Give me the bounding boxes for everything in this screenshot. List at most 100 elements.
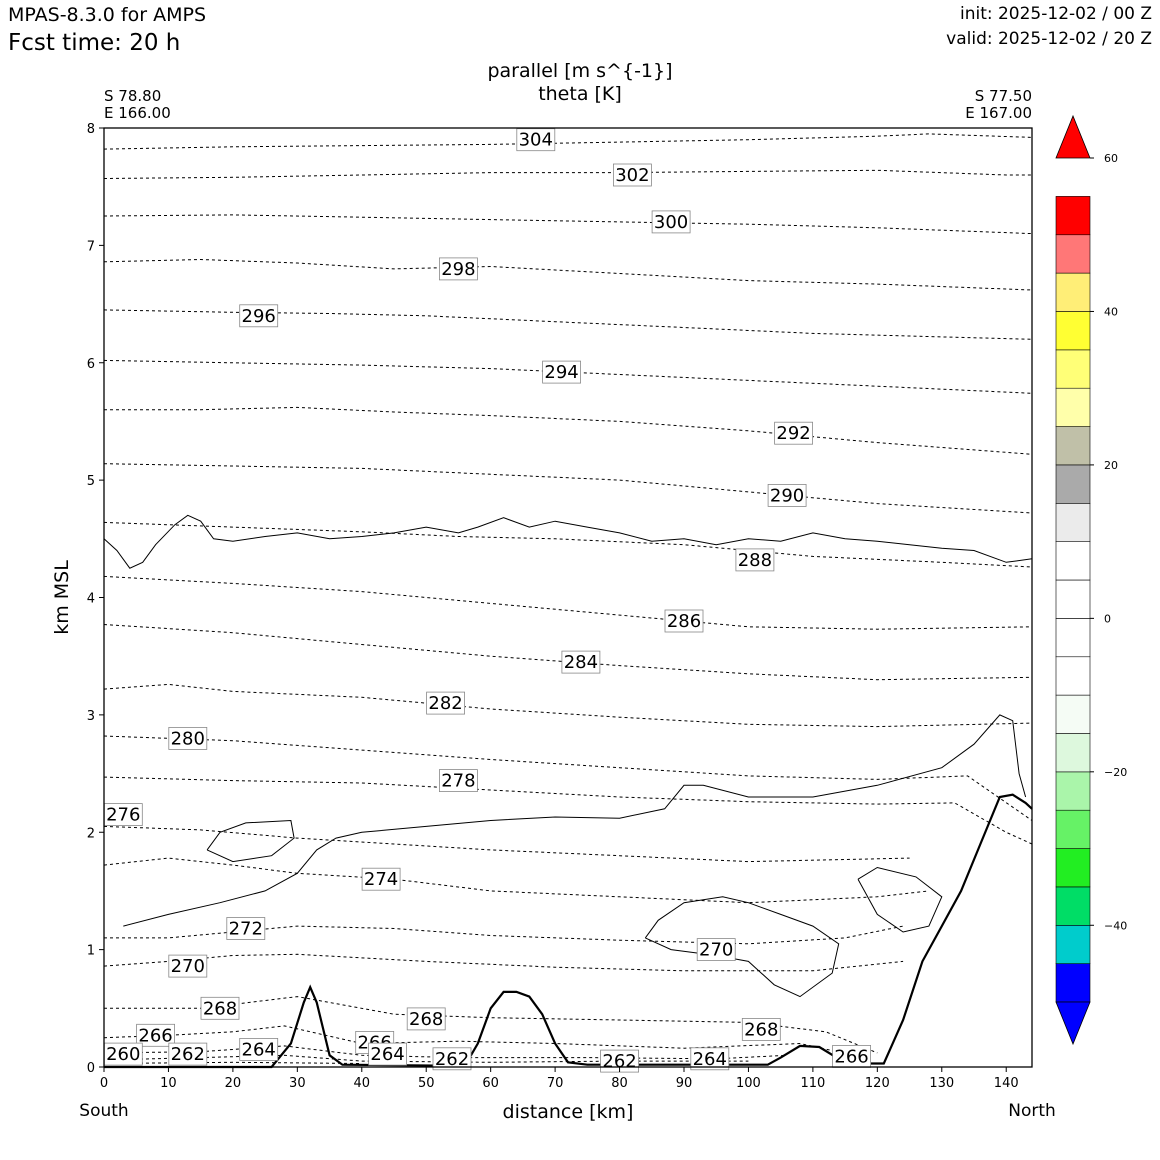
contour-label: 262 — [168, 1042, 208, 1066]
contour-label-text: 268 — [409, 1009, 443, 1030]
contour-label: 288 — [735, 548, 775, 572]
forecast-time: Fcst time: 20 h — [8, 30, 181, 56]
contour-label: 294 — [542, 360, 581, 384]
contour-label: 270 — [168, 954, 208, 978]
theta-contour-296 — [103, 309, 1033, 340]
y-axis-title: km MSL — [51, 560, 73, 635]
x-tick-label: 100 — [736, 1076, 761, 1091]
x-axis-title: distance [km] — [503, 1101, 634, 1123]
x-tick-label: 130 — [929, 1076, 954, 1091]
contour-label-text: 296 — [242, 306, 276, 327]
contour-label: 268 — [200, 996, 240, 1020]
theta-contour-298 — [103, 258, 1033, 291]
contour-label-text: 294 — [544, 362, 578, 383]
valid-time: valid: 2025-12-02 / 20 Z — [946, 29, 1152, 49]
colorbar-over-arrow — [1055, 114, 1091, 159]
colorbar-segment — [1055, 387, 1091, 427]
colorbar-segment — [1055, 656, 1091, 696]
wind-zero-contour-upper — [103, 514, 1033, 569]
right-longitude: E 167.00 — [965, 104, 1032, 122]
contour-label-text: 260 — [106, 1044, 140, 1065]
right-latitude: S 77.50 — [974, 87, 1032, 105]
x-tick-label: 20 — [225, 1076, 242, 1091]
x-tick-label: 140 — [994, 1076, 1019, 1091]
contour-label-text: 264 — [370, 1044, 404, 1065]
contour-label-box — [613, 163, 652, 187]
contour-label-text: 286 — [667, 611, 701, 632]
contour-label-text: 288 — [738, 550, 772, 571]
contour-label-box — [368, 1042, 408, 1066]
colorbar-tick-label: 20 — [1104, 459, 1118, 472]
colorbar-segment — [1055, 311, 1091, 351]
contour-label: 300 — [651, 210, 691, 234]
y-tick-label: 6 — [87, 357, 95, 372]
contour-label-text: 276 — [106, 805, 140, 826]
theta-contour-292 — [104, 406, 1033, 455]
plot-title-wind: parallel [m s^{-1}] — [487, 60, 673, 82]
contour-label-text: 266 — [138, 1025, 172, 1046]
contour-label-box — [438, 769, 478, 792]
contour-label-text: 270 — [171, 956, 205, 977]
colorbar-segment — [1055, 541, 1091, 581]
theta-contour-272 — [104, 925, 904, 945]
contour-label: 292 — [774, 421, 813, 445]
model-title: MPAS-8.3.0 for AMPS — [8, 4, 207, 26]
theta-contour-266 — [103, 1025, 865, 1059]
contour-label: 260 — [103, 1042, 143, 1066]
colorbar-segment — [1055, 234, 1091, 274]
contour-label: 270 — [696, 938, 736, 961]
theta-contour-260 — [103, 1061, 362, 1064]
theta-contour-304 — [103, 133, 1033, 150]
contour-label-box — [168, 954, 208, 978]
colorbar-segment — [1055, 886, 1091, 926]
contour-label-text: 264 — [242, 1039, 276, 1060]
theta-contour-274 — [103, 857, 929, 904]
x-tick-label: 0 — [100, 1076, 108, 1091]
colorbar-segment — [1055, 618, 1091, 658]
x-tick-label: 40 — [354, 1076, 371, 1091]
contour-label-text: 280 — [171, 728, 205, 749]
contour-label-box — [664, 609, 704, 633]
theta-contour-270 — [103, 953, 904, 972]
contour-label-text: 278 — [441, 771, 475, 792]
colorbar-segment — [1055, 809, 1091, 849]
y-tick-label: 7 — [87, 239, 95, 254]
y-tick-label: 4 — [87, 592, 95, 607]
x-tick-label: 10 — [160, 1076, 177, 1091]
terrain — [104, 793, 1033, 1069]
contour-label: 290 — [767, 483, 807, 507]
contour-label-box — [426, 691, 466, 715]
contour-labels: 304 302 300 298 296 294 292 290 288 286 284 282 280 2… — [103, 128, 871, 1073]
colorbar-tick-label: 60 — [1104, 152, 1118, 165]
theta-contour-268 — [104, 996, 878, 1054]
x-tick-label: 50 — [418, 1076, 435, 1091]
colorbar-tick-label: −40 — [1104, 919, 1127, 932]
contour-label-box — [542, 360, 581, 384]
contour-label-box — [741, 1018, 781, 1041]
theta-contour-276 — [103, 825, 910, 863]
axes: 0 10 20 30 40 50 60 70 80 90 100 110 120 130 140 0 1 2 3 4 5… — [87, 122, 1019, 1091]
contour-label-box — [361, 867, 401, 891]
contour-label: 282 — [426, 691, 466, 715]
wind-zero-contour-bubble — [206, 819, 295, 863]
contour-label-text: 282 — [428, 693, 462, 714]
terrain-line — [104, 793, 1033, 1069]
colorbar-segment — [1055, 771, 1091, 811]
theta-contour-302 — [103, 169, 1032, 179]
contour-label-box — [774, 421, 813, 445]
contour-label-text: 266 — [834, 1046, 868, 1067]
colorbar-tick-label: −20 — [1104, 766, 1127, 779]
contour-label-text: 304 — [519, 130, 553, 151]
colorbar-segment — [1055, 426, 1091, 466]
contour-label-text: 264 — [693, 1049, 727, 1070]
colorbar-tick-label: 40 — [1104, 305, 1118, 318]
contour-label-text: 274 — [364, 869, 398, 890]
north-label: North — [1008, 1101, 1056, 1121]
colorbar-segment — [1055, 733, 1091, 773]
contour-label-text: 300 — [654, 212, 688, 233]
contour-label: 264 — [239, 1038, 279, 1061]
contour-label-text: 302 — [615, 165, 649, 186]
contour-label: 262 — [432, 1047, 472, 1071]
contour-label-box — [690, 1047, 730, 1071]
theta-contour-282 — [103, 683, 1033, 728]
